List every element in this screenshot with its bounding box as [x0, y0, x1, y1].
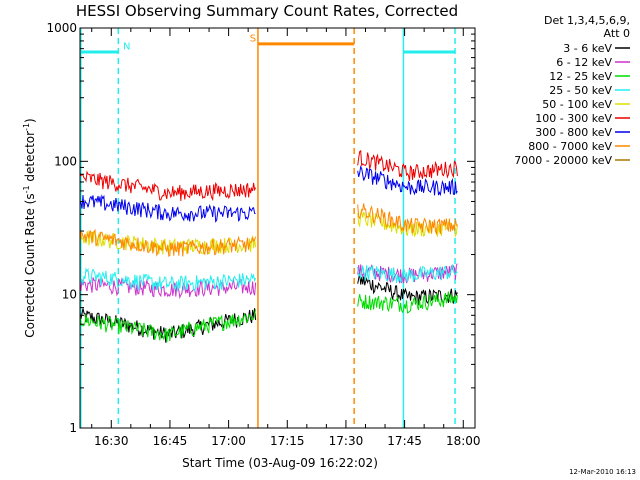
x-tick-label: 17:45 — [387, 434, 422, 448]
x-tick-label: 17:00 — [211, 434, 246, 448]
x-tick-label: 17:30 — [329, 434, 364, 448]
series-line — [79, 170, 257, 202]
y-axis-label-mid: detector — [23, 131, 37, 186]
series-line — [79, 309, 257, 343]
x-tick-label: 16:30 — [94, 434, 129, 448]
x-axis-label: Start Time (03-Aug-09 16:22:02) — [182, 456, 378, 470]
chart-title: HESSI Observing Summary Count Rates, Cor… — [76, 2, 458, 20]
y-axis: 1 10 100 1000 — [46, 21, 475, 435]
y-axis-label: Corrected Count Rate (s-1 detector-1) — [22, 118, 37, 337]
legend-label: 3 - 6 keV — [563, 42, 612, 55]
plot-area: NS — [79, 27, 476, 429]
series-line — [79, 228, 257, 257]
legend-header-2: Att 0 — [604, 27, 630, 40]
legend-header-1: Det 1,3,4,5,6,9, — [544, 14, 630, 27]
y-axis-label-end: ) — [23, 118, 37, 123]
legend-label: 300 - 800 keV — [535, 126, 612, 139]
x-tick-label: 17:15 — [270, 434, 305, 448]
x-tick-label: 16:45 — [153, 434, 188, 448]
legend-label: 100 - 300 keV — [535, 112, 612, 125]
y-axis-label-exp2: -1 — [22, 123, 31, 131]
legend-label: 25 - 50 keV — [549, 84, 612, 97]
series-line — [79, 229, 257, 255]
legend-label: 12 - 25 keV — [549, 70, 612, 83]
series-line — [357, 272, 458, 306]
legend-label: 6 - 12 keV — [556, 56, 612, 69]
footer-date: 12-Mar-2010 16:13 — [569, 468, 636, 476]
series-line — [357, 264, 458, 284]
legend-label: 50 - 100 keV — [542, 98, 612, 111]
series-line — [357, 291, 458, 314]
plot-frame — [79, 27, 476, 429]
series-line — [79, 194, 256, 223]
series-line — [79, 267, 257, 292]
series-line — [357, 165, 458, 197]
x-tick-label: 18:00 — [446, 434, 481, 448]
annotation-label: N — [123, 41, 130, 52]
y-axis-label-exp1: -1 — [22, 185, 31, 193]
y-tick-label: 10 — [62, 288, 77, 302]
annotation-label: S — [250, 34, 256, 45]
series-line — [357, 203, 458, 236]
legend-label: 7000 - 20000 keV — [514, 154, 612, 167]
series-line — [357, 149, 458, 181]
legend-label: 800 - 7000 keV — [528, 140, 612, 153]
y-tick-label: 1000 — [46, 21, 77, 35]
y-axis-label-main: Corrected Count Rate (s — [23, 193, 37, 337]
y-tick-label: 100 — [54, 154, 77, 168]
x-axis: 16:30 16:45 17:00 17:15 17:30 17:45 18:00 — [91, 28, 481, 448]
y-tick-label: 1 — [69, 421, 77, 435]
